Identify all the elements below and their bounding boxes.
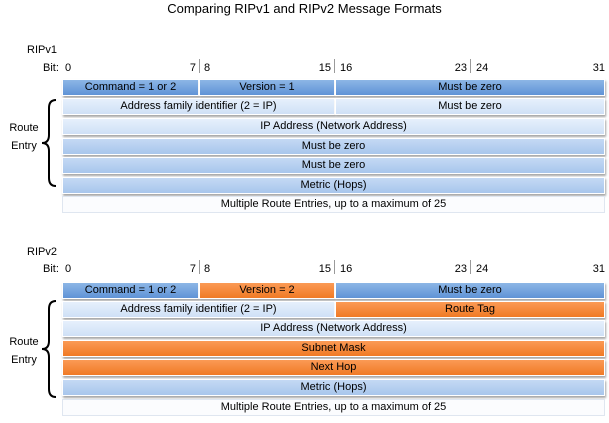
bit-8: 8	[204, 263, 211, 275]
ripv2-ip-address-field: IP Address (Network Address)	[62, 320, 605, 337]
ripv2-multiple-entries: Multiple Route Entries, up to a maximum …	[62, 399, 605, 416]
ripv2-afi-field: Address family identifier (2 = IP)	[62, 301, 335, 318]
bit-16: 16	[340, 263, 353, 275]
ripv1-must-be-zero-1: Must be zero	[62, 138, 605, 155]
route-entry-line1: Route	[9, 336, 39, 348]
bit-23: 23	[454, 263, 467, 275]
bit-16: 16	[340, 62, 353, 74]
bit-24: 24	[476, 263, 489, 275]
tick-15-16	[334, 59, 335, 73]
ripv1-label: RIPv1	[27, 44, 57, 56]
ripv2-route-entry-label: Route Entry	[4, 333, 44, 369]
tick-7-8	[199, 260, 200, 274]
ripv1-must-be-zero-2: Must be zero	[62, 157, 605, 174]
bit-7: 7	[189, 263, 196, 275]
bit-24: 24	[476, 62, 489, 74]
ripv2-next-hop-field: Next Hop	[62, 359, 605, 376]
ripv1-metric-field: Metric (Hops)	[62, 177, 605, 194]
ripv2-route-entry-brace	[41, 300, 57, 398]
tick-23-24	[470, 59, 471, 73]
ripv1-route-entry-label: Route Entry	[4, 119, 44, 155]
ripv2-route-tag-field: Route Tag	[335, 301, 605, 318]
ripv1-bit-label: Bit:	[43, 62, 59, 74]
bit-31: 31	[592, 62, 605, 74]
bit-7: 7	[189, 62, 196, 74]
ripv1-route-entry-brace	[41, 99, 57, 187]
ripv1-command-field: Command = 1 or 2	[62, 79, 199, 96]
route-entry-line1: Route	[9, 122, 39, 134]
bit-23: 23	[454, 62, 467, 74]
ripv2-bit-label: Bit:	[43, 263, 59, 275]
route-entry-line2: Entry	[11, 140, 37, 152]
ripv1-afi-must-be-zero: Must be zero	[335, 98, 605, 115]
bit-15: 15	[318, 62, 331, 74]
bit-31: 31	[592, 263, 605, 275]
diagram-title: Comparing RIPv1 and RIPv2 Message Format…	[167, 1, 442, 16]
tick-23-24	[470, 260, 471, 274]
bit-15: 15	[318, 263, 331, 275]
ripv2-label: RIPv2	[27, 246, 57, 258]
ripv1-header-must-be-zero: Must be zero	[335, 79, 605, 96]
tick-15-16	[334, 260, 335, 274]
ripv2-metric-field: Metric (Hops)	[62, 379, 605, 396]
tick-7-8	[199, 59, 200, 73]
bit-0: 0	[65, 263, 72, 275]
ripv2-header-must-be-zero: Must be zero	[335, 282, 605, 299]
bit-0: 0	[65, 62, 72, 74]
bit-8: 8	[204, 62, 211, 74]
ripv1-afi-field: Address family identifier (2 = IP)	[62, 98, 335, 115]
route-entry-line2: Entry	[11, 354, 37, 366]
ripv1-version-field: Version = 1	[199, 79, 335, 96]
ripv1-multiple-entries: Multiple Route Entries, up to a maximum …	[62, 196, 605, 213]
ripv2-subnet-mask-field: Subnet Mask	[62, 340, 605, 357]
ripv2-command-field: Command = 1 or 2	[62, 282, 199, 299]
ripv2-version-field: Version = 2	[199, 282, 335, 299]
ripv1-ip-address-field: IP Address (Network Address)	[62, 118, 605, 135]
